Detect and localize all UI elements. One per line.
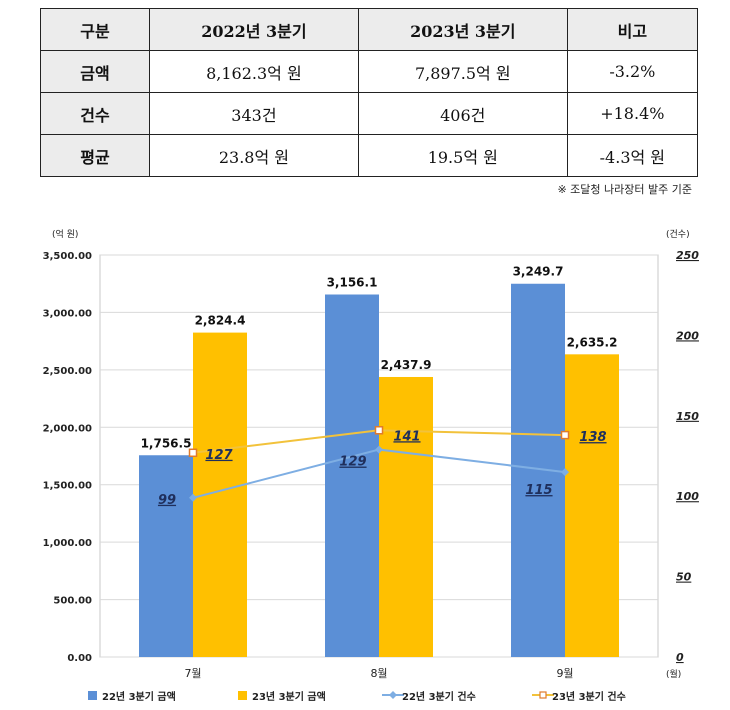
bar-data-label: 2,635.2 — [567, 335, 618, 349]
y-left-tick-label: 1,500.00 — [43, 481, 92, 492]
cell-2022: 23.8억 원 — [149, 134, 359, 177]
legend-label: 23년 3분기 건수 — [552, 690, 626, 703]
x-tick-label: 7월 — [184, 667, 201, 680]
line-data-label: 99 — [158, 493, 176, 508]
line-data-label: 115 — [525, 483, 552, 498]
line-data-label: 138 — [579, 430, 606, 445]
line-marker — [188, 448, 198, 458]
bar — [379, 376, 433, 657]
x-axis-unit: (월) — [666, 668, 681, 680]
y-left-tick-label: 3,000.00 — [43, 308, 92, 319]
header-2022q3: 2022년 3분기 — [149, 8, 359, 51]
x-tick-label: 9월 — [556, 667, 573, 680]
y-left-tick-label: 1,000.00 — [43, 538, 92, 549]
y-right-axis-unit: (건수) — [666, 229, 690, 240]
cell-2023: 7,897.5억 원 — [357, 50, 568, 93]
legend-swatch — [88, 691, 97, 700]
line-marker — [560, 430, 570, 440]
y-right-tick-label: 100 — [676, 490, 699, 503]
summary-table: 구분 2022년 3분기 2023년 3분기 비고 금액 8,162.3억 원 … — [40, 8, 699, 177]
cell-2022: 343건 — [149, 92, 359, 135]
source-note: ※ 조달청 나라장터 발주 기준 — [557, 183, 692, 196]
y-right-tick-label: 250 — [676, 249, 699, 262]
line-data-label: 129 — [339, 455, 366, 470]
y-left-tick-label: 2,500.00 — [43, 366, 92, 377]
bar-data-label: 3,249.7 — [513, 265, 564, 279]
cell-2023: 19.5억 원 — [357, 134, 568, 177]
cell-2023: 406건 — [357, 92, 568, 135]
cell-note: +18.4% — [566, 92, 699, 135]
y-left-axis-unit: (억 원) — [52, 228, 78, 240]
bar-data-label: 2,824.4 — [195, 314, 246, 328]
table-row-average: 평균 23.8억 원 19.5억 원 -4.3억 원 — [40, 134, 699, 177]
line-marker — [189, 493, 197, 502]
bar — [565, 354, 619, 657]
cell-note: -3.2% — [566, 50, 699, 93]
line-marker — [374, 426, 384, 435]
y-right-tick-label: 200 — [676, 329, 699, 342]
header-2023q3: 2023년 3분기 — [357, 8, 568, 51]
legend-label: 23년 3분기 금액 — [252, 690, 326, 703]
bar-data-label: 3,156.1 — [327, 275, 378, 289]
y-right-tick-label: 50 — [676, 571, 692, 584]
line-marker — [561, 468, 569, 477]
table-row-count: 건수 343건 406건 +18.4% — [40, 92, 699, 135]
row-label: 건수 — [40, 92, 150, 135]
y-left-tick-label: 3,500.00 — [43, 251, 92, 262]
line-data-label: 127 — [205, 448, 233, 463]
legend-marker — [539, 691, 547, 699]
bar-data-label: 1,756.5 — [141, 436, 192, 450]
table-row-amount: 금액 8,162.3억 원 7,897.5억 원 -3.2% — [40, 50, 699, 93]
bar — [139, 455, 193, 657]
legend-swatch — [238, 691, 247, 700]
y-left-tick-label: 2,000.00 — [43, 423, 92, 434]
row-label: 평균 — [40, 134, 150, 177]
y-right-tick-label: 0 — [676, 651, 684, 664]
bar — [325, 294, 379, 657]
line-marker — [375, 445, 383, 454]
table-header-row: 구분 2022년 3분기 2023년 3분기 비고 — [40, 8, 699, 51]
x-tick-label: 8월 — [370, 667, 387, 680]
y-left-tick-label: 0.00 — [67, 653, 92, 664]
cell-note: -4.3억 원 — [566, 134, 699, 177]
legend-label: 22년 3분기 금액 — [102, 690, 176, 703]
legend-marker — [389, 691, 397, 699]
y-left-tick-label: 500.00 — [53, 596, 92, 607]
header-category: 구분 — [40, 8, 150, 51]
y-right-tick-label: 150 — [676, 410, 699, 423]
cell-2022: 8,162.3억 원 — [149, 50, 359, 93]
monthly-order-chart: 0.00 500.00 1,000.00 1,500.00 2,000.00 2,500.… — [43, 228, 700, 703]
bar-data-label: 2,437.9 — [381, 358, 432, 372]
header-note: 비고 — [566, 8, 699, 51]
legend-label: 22년 3분기 건수 — [402, 690, 476, 703]
row-label: 금액 — [40, 50, 150, 93]
line-data-label: 141 — [393, 429, 420, 444]
